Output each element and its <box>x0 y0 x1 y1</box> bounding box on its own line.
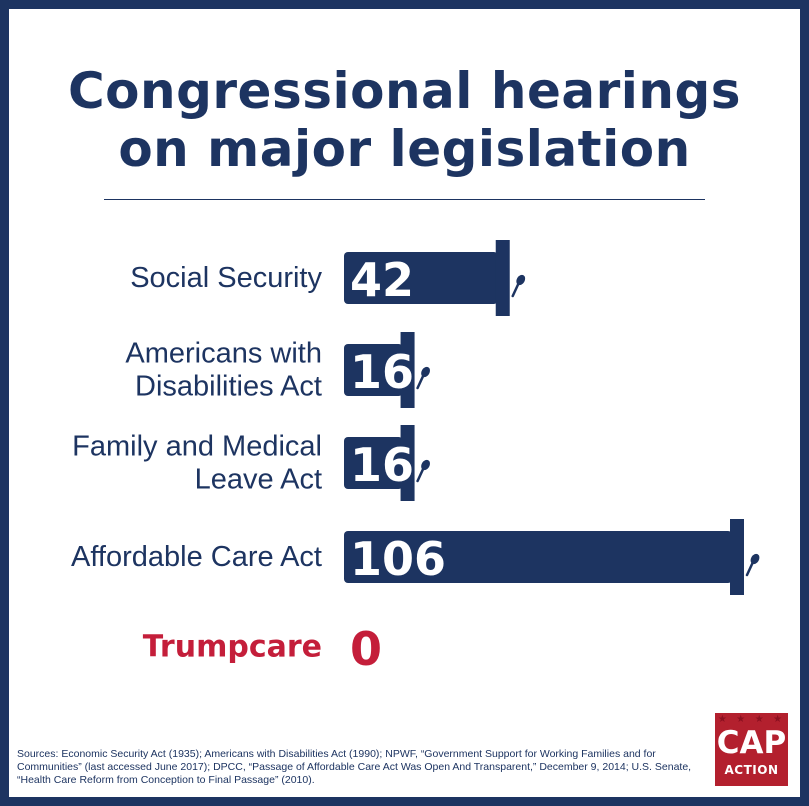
value-label: 16 <box>350 345 414 399</box>
microphone-icon <box>416 373 425 390</box>
category-label: Affordable Care Act <box>71 541 322 573</box>
microphone-icon <box>745 560 755 577</box>
value-label: 106 <box>350 532 446 586</box>
sources-note: Sources: Economic Security Act (1935); A… <box>17 748 692 786</box>
bar-podium-post <box>730 519 744 595</box>
category-label: Social Security <box>130 262 322 294</box>
category-label: Leave Act <box>195 464 322 496</box>
microphone-head-icon <box>516 274 526 286</box>
logo-cap-text: CAP <box>716 725 787 761</box>
category-label: Family and Medical <box>72 431 322 463</box>
cap-action-logo[interactable]: ★ ★ ★ ★ CAP ACTION <box>715 713 788 786</box>
microphone-head-icon <box>421 366 430 378</box>
category-label: Trumpcare <box>143 630 322 665</box>
bar <box>344 344 403 396</box>
page-title: Congressional hearings on major legislat… <box>67 62 742 178</box>
microphone-head-icon <box>421 459 430 471</box>
bar <box>344 531 732 583</box>
bar-podium-post <box>400 332 415 408</box>
microphone-icon <box>511 281 520 298</box>
bar-podium-post <box>495 240 510 316</box>
bar <box>344 252 498 304</box>
title-divider <box>104 199 705 200</box>
bar <box>344 437 403 489</box>
category-label: Americans with <box>125 338 322 370</box>
value-label: 16 <box>350 438 414 492</box>
value-label: 0 <box>350 622 382 676</box>
logo-action-text: ACTION <box>724 763 779 777</box>
microphone-head-icon <box>750 553 760 565</box>
value-label: 42 <box>350 253 414 307</box>
logo-stars: ★ ★ ★ ★ <box>717 714 786 725</box>
microphone-icon <box>416 466 425 483</box>
bar-chart: Social Security 42 Americans withDisabilit… <box>71 240 760 676</box>
bar-podium-post <box>400 425 415 501</box>
category-label: Disabilities Act <box>135 371 322 403</box>
